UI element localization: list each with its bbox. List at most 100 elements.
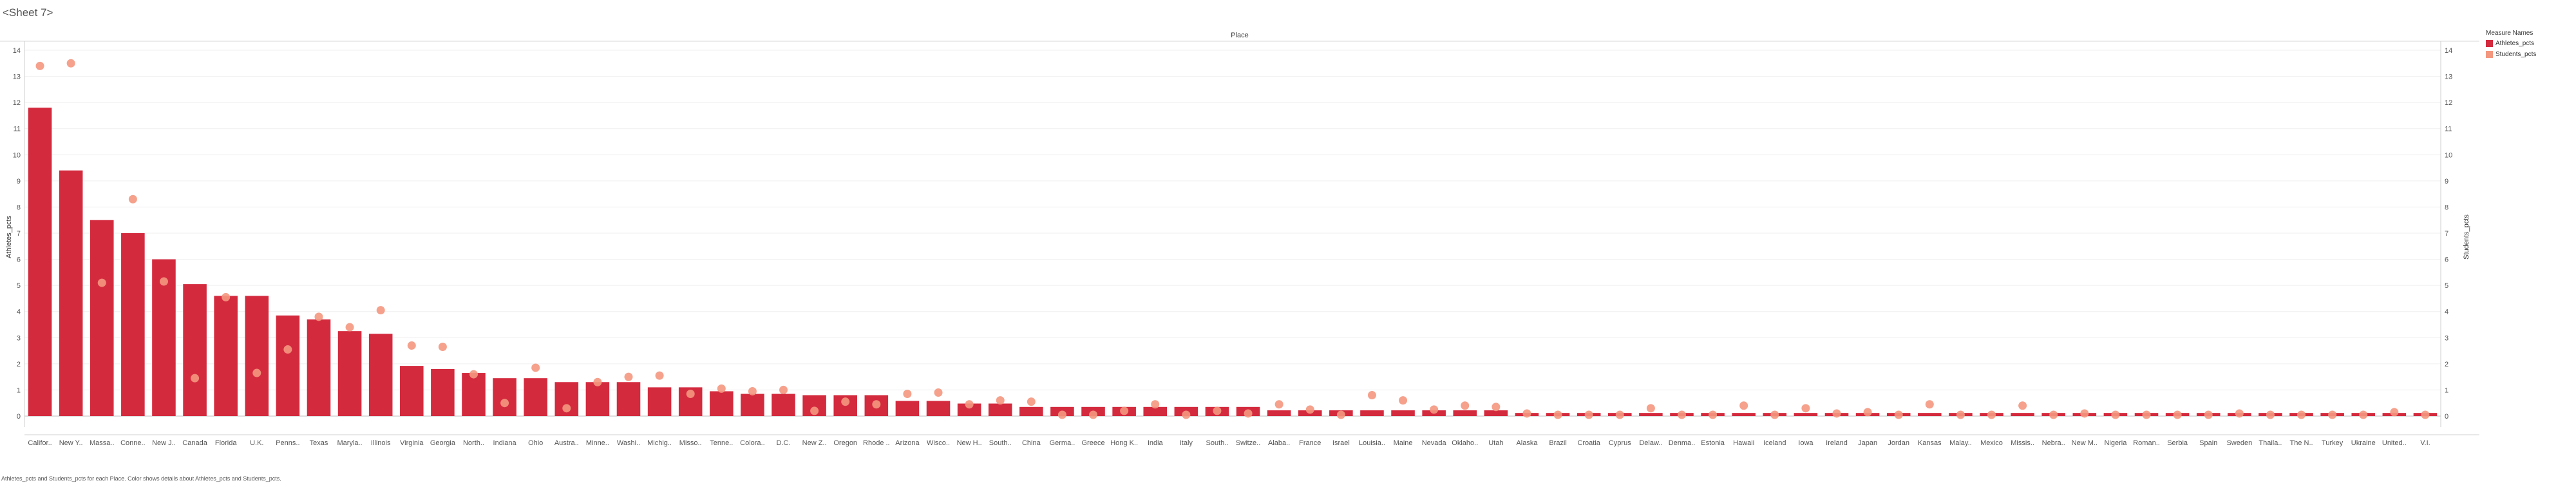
dot-students[interactable] bbox=[469, 370, 478, 379]
bar-athletes[interactable] bbox=[1453, 410, 1477, 416]
dot-students[interactable] bbox=[407, 341, 416, 350]
dot-students[interactable] bbox=[748, 386, 757, 395]
dot-students[interactable] bbox=[2080, 409, 2089, 418]
bar-athletes[interactable] bbox=[90, 220, 114, 416]
dot-students[interactable] bbox=[1120, 406, 1129, 415]
dot-students[interactable] bbox=[1553, 410, 1562, 419]
dot-students[interactable] bbox=[1739, 401, 1748, 410]
bar-athletes[interactable] bbox=[28, 108, 52, 416]
dot-students[interactable] bbox=[345, 323, 354, 332]
dot-students[interactable] bbox=[2328, 410, 2337, 419]
dot-students[interactable] bbox=[1522, 409, 1531, 418]
dot-students[interactable] bbox=[1832, 409, 1841, 418]
dot-students[interactable] bbox=[1305, 405, 1314, 414]
dot-students[interactable] bbox=[1336, 410, 1345, 419]
bar-athletes[interactable] bbox=[1484, 410, 1508, 416]
dot-students[interactable] bbox=[624, 372, 633, 381]
bar-athletes[interactable] bbox=[1918, 413, 1942, 416]
dot-students[interactable] bbox=[2049, 410, 2058, 419]
dot-students[interactable] bbox=[2111, 410, 2120, 419]
dot-students[interactable] bbox=[1925, 400, 1934, 409]
dot-students[interactable] bbox=[1399, 396, 1408, 405]
bar-athletes[interactable] bbox=[493, 378, 516, 416]
legend-item-athletes[interactable]: Athletes_pcts bbox=[2486, 38, 2536, 49]
dot-students[interactable] bbox=[1274, 400, 1283, 409]
bar-athletes[interactable] bbox=[524, 378, 547, 416]
dot-students[interactable] bbox=[996, 396, 1005, 405]
dot-students[interactable] bbox=[1492, 403, 1501, 412]
dot-students[interactable] bbox=[2359, 410, 2368, 419]
dot-students[interactable] bbox=[1615, 410, 1624, 419]
bar-athletes[interactable] bbox=[2011, 413, 2034, 416]
dot-students[interactable] bbox=[2235, 409, 2244, 418]
dot-students[interactable] bbox=[283, 345, 292, 354]
dot-students[interactable] bbox=[934, 388, 943, 397]
bar-athletes[interactable] bbox=[988, 403, 1012, 416]
bar-athletes[interactable] bbox=[400, 366, 424, 416]
dot-students[interactable] bbox=[562, 404, 571, 413]
dot-students[interactable] bbox=[686, 390, 695, 399]
dot-students[interactable] bbox=[841, 397, 850, 406]
dot-students[interactable] bbox=[1367, 391, 1376, 400]
bar-athletes[interactable] bbox=[121, 233, 145, 416]
dot-students[interactable] bbox=[1709, 410, 1718, 419]
dot-students[interactable] bbox=[191, 374, 200, 383]
bar-athletes[interactable] bbox=[307, 319, 331, 416]
dot-students[interactable] bbox=[376, 306, 385, 315]
bar-athletes[interactable] bbox=[337, 331, 362, 416]
bar-athletes[interactable] bbox=[183, 284, 207, 416]
bar-athletes[interactable] bbox=[59, 170, 83, 416]
dot-students[interactable] bbox=[1770, 410, 1779, 419]
dot-students[interactable] bbox=[872, 400, 881, 409]
dot-students[interactable] bbox=[128, 195, 137, 204]
bar-athletes[interactable] bbox=[1639, 413, 1663, 416]
dot-students[interactable] bbox=[2142, 410, 2151, 419]
legend-item-students[interactable]: Students_pcts bbox=[2486, 49, 2536, 60]
dot-students[interactable] bbox=[500, 399, 509, 408]
bar-athletes[interactable] bbox=[431, 368, 455, 416]
dot-students[interactable] bbox=[2266, 410, 2275, 419]
bar-athletes[interactable] bbox=[214, 296, 238, 416]
dot-students[interactable] bbox=[1244, 409, 1253, 418]
dot-students[interactable] bbox=[1987, 410, 1996, 419]
dot-students[interactable] bbox=[903, 390, 912, 399]
dot-students[interactable] bbox=[2018, 401, 2027, 410]
dot-students[interactable] bbox=[438, 342, 447, 351]
bar-athletes[interactable] bbox=[585, 382, 610, 416]
dot-students[interactable] bbox=[1057, 410, 1066, 419]
dot-students[interactable] bbox=[531, 363, 540, 372]
dot-students[interactable] bbox=[1027, 397, 1036, 406]
bar-athletes[interactable] bbox=[895, 401, 920, 416]
dot-students[interactable] bbox=[1182, 410, 1191, 419]
bar-athletes[interactable] bbox=[1732, 413, 1756, 416]
dot-students[interactable] bbox=[717, 384, 726, 393]
bar-athletes[interactable] bbox=[462, 373, 486, 416]
dot-students[interactable] bbox=[779, 385, 788, 394]
dot-students[interactable] bbox=[810, 406, 819, 415]
dot-students[interactable] bbox=[2173, 410, 2182, 419]
bar-athletes[interactable] bbox=[616, 382, 641, 416]
dot-students[interactable] bbox=[66, 59, 75, 68]
bar-athletes[interactable] bbox=[1360, 410, 1384, 416]
dot-students[interactable] bbox=[1956, 410, 1965, 419]
dot-students[interactable] bbox=[1430, 405, 1439, 414]
dot-students[interactable] bbox=[1461, 401, 1470, 410]
dot-students[interactable] bbox=[222, 292, 231, 301]
bar-athletes[interactable] bbox=[1143, 406, 1168, 416]
dot-students[interactable] bbox=[314, 312, 323, 321]
dot-students[interactable] bbox=[965, 400, 974, 409]
bar-athletes[interactable] bbox=[710, 391, 734, 416]
dot-students[interactable] bbox=[1677, 410, 1686, 419]
dot-students[interactable] bbox=[1089, 410, 1098, 419]
bar-athletes[interactable] bbox=[926, 401, 951, 416]
dot-students[interactable] bbox=[2297, 410, 2306, 419]
dot-students[interactable] bbox=[1151, 400, 1160, 409]
dot-students[interactable] bbox=[35, 61, 44, 70]
dot-students[interactable] bbox=[1213, 406, 1222, 415]
dot-students[interactable] bbox=[655, 371, 664, 380]
bar-athletes[interactable] bbox=[1794, 413, 1818, 416]
dot-students[interactable] bbox=[1863, 408, 1872, 417]
dot-students[interactable] bbox=[593, 377, 602, 386]
dot-students[interactable] bbox=[1646, 404, 1655, 413]
bar-athletes[interactable] bbox=[957, 403, 981, 416]
